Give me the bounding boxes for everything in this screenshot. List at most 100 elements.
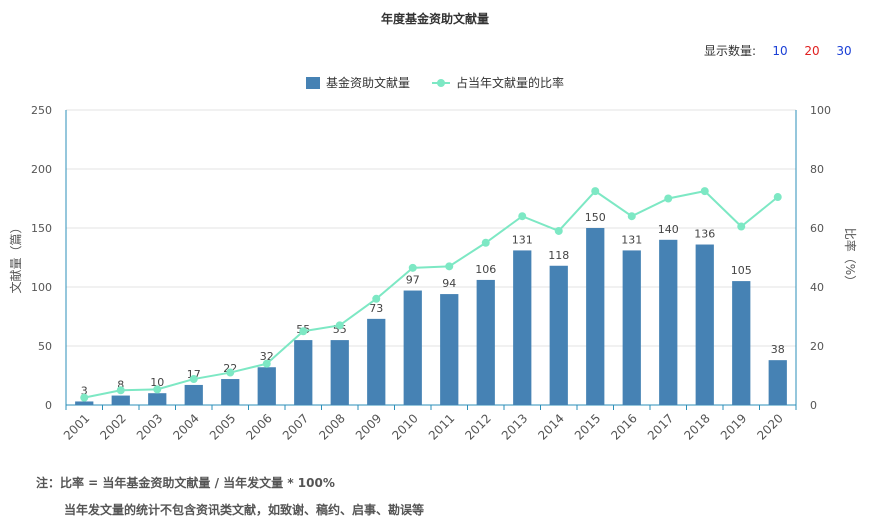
footnote-exclusion: 当年发文量的统计不包含资讯类文献，如致谢、稿约、启事、勘误等 — [64, 503, 425, 517]
bar-value-label: 10 — [150, 376, 164, 389]
bar — [622, 250, 641, 405]
ratio-line — [84, 189, 779, 399]
bar — [367, 318, 386, 405]
y-tick-label-left: 100 — [31, 281, 52, 294]
legend-line-swatch — [432, 77, 450, 89]
x-tick-label: 2004 — [170, 411, 201, 442]
x-tick-label: 2016 — [608, 411, 639, 442]
footnote-ratio-formula: 注：比率 = 当年基金资助文献量 / 当年发文量 * 100% — [36, 476, 335, 490]
x-tick-label: 2006 — [243, 411, 274, 442]
footnotes: 注：比率 = 当年基金资助文献量 / 当年发文量 * 100% 当年发文量的统计… — [36, 474, 424, 518]
x-tick-label: 2013 — [499, 411, 530, 442]
ratio-point — [226, 368, 235, 377]
legend-bar-label: 基金资助文献量 — [325, 76, 410, 90]
ratio-point — [518, 212, 527, 221]
bar — [695, 244, 714, 405]
bar-value-label: 140 — [658, 223, 679, 236]
y-axis-title-right: 比率（%） — [843, 228, 858, 287]
bar — [440, 294, 459, 405]
chart-legend: 基金资助文献量 占当年文献量的比率 — [0, 74, 870, 91]
x-tick-label: 2003 — [134, 411, 165, 442]
legend-item-bar[interactable]: 基金资助文献量 — [305, 74, 410, 91]
bar-value-label: 97 — [406, 274, 420, 287]
ratio-point — [737, 222, 746, 231]
bar-value-label: 8 — [117, 379, 124, 392]
display-count-selector: 显示数量: 10 20 30 — [704, 42, 860, 59]
y-tick-label-left: 50 — [38, 340, 52, 353]
bar — [732, 281, 751, 405]
bar-value-label: 38 — [771, 343, 785, 356]
bar — [148, 393, 167, 405]
ratio-point — [627, 212, 636, 221]
ratio-point — [773, 193, 782, 202]
legend-line-label: 占当年文献量的比率 — [456, 76, 565, 90]
bar — [513, 250, 532, 405]
bar-value-label: 73 — [369, 302, 383, 315]
ratio-point — [299, 327, 308, 336]
y-tick-label-left: 250 — [31, 104, 52, 117]
ratio-point — [664, 194, 673, 203]
ratio-point — [153, 385, 162, 394]
bar-value-label: 131 — [621, 233, 642, 246]
bar-value-label: 118 — [548, 249, 569, 262]
ratio-point — [591, 187, 600, 196]
x-tick-label: 2002 — [97, 411, 128, 442]
bar-value-label: 131 — [512, 233, 533, 246]
ratio-point — [372, 294, 381, 303]
x-tick-label: 2018 — [681, 411, 712, 442]
x-tick-label: 2020 — [754, 411, 785, 442]
bar — [659, 239, 678, 405]
ratio-point — [262, 359, 271, 368]
ratio-point — [335, 321, 344, 330]
display-count-label: 显示数量: — [703, 44, 756, 58]
x-tick-label: 2012 — [462, 411, 493, 442]
ratio-point — [408, 263, 417, 272]
legend-bar-swatch — [305, 76, 320, 89]
bar — [476, 279, 495, 405]
bar-value-label: 136 — [694, 228, 715, 241]
x-tick-label: 2005 — [207, 411, 238, 442]
bar-value-label: 150 — [585, 211, 606, 224]
bar — [403, 290, 422, 405]
y-axis-title-left: 文献量（篇） — [8, 221, 23, 293]
ratio-point — [116, 386, 125, 395]
ratio-point — [481, 238, 490, 247]
x-tick-label: 2008 — [316, 411, 347, 442]
ratio-point — [700, 187, 709, 196]
x-tick-label: 2014 — [535, 411, 566, 442]
y-tick-label-right: 0 — [810, 399, 817, 412]
x-tick-label: 2010 — [389, 411, 420, 442]
y-tick-label-right: 60 — [810, 222, 824, 235]
chart-title: 年度基金资助文献量 — [380, 12, 489, 26]
x-tick-label: 2019 — [718, 411, 749, 442]
legend-item-line[interactable]: 占当年文献量的比率 — [432, 74, 564, 91]
count-option-20[interactable]: 20 — [804, 43, 820, 58]
ratio-point — [554, 226, 563, 235]
bar — [184, 384, 203, 405]
bar — [75, 401, 94, 405]
bar — [768, 360, 787, 405]
x-tick-label: 2001 — [61, 411, 92, 442]
x-tick-label: 2009 — [353, 411, 384, 442]
bar — [111, 395, 130, 405]
bar — [221, 379, 240, 405]
y-tick-label-right: 100 — [810, 104, 831, 117]
x-tick-label: 2015 — [572, 411, 603, 442]
count-option-10[interactable]: 10 — [772, 43, 788, 58]
bar — [257, 367, 276, 405]
bar-value-label: 94 — [442, 277, 456, 290]
x-tick-label: 2011 — [426, 411, 457, 442]
ratio-point — [80, 393, 89, 402]
chart-plot: 0 50 100 150 200 250 0 20 40 60 80 100 文献量（篇） 比率（%） 20… — [8, 104, 858, 443]
count-option-30[interactable]: 30 — [836, 43, 852, 58]
bar-value-label: 3 — [81, 384, 88, 397]
y-tick-label-right: 80 — [810, 163, 824, 176]
bar-value-label: 106 — [475, 263, 496, 276]
x-tick-label: 2017 — [645, 411, 676, 442]
y-tick-label-right: 20 — [810, 340, 824, 353]
y-tick-label-left: 150 — [31, 222, 52, 235]
bar — [586, 228, 605, 405]
bar — [330, 340, 349, 405]
bar — [294, 340, 313, 405]
ratio-point — [445, 262, 454, 271]
